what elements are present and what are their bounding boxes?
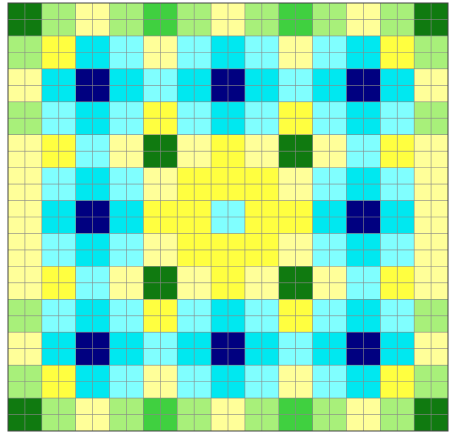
mesh xyxy=(7,2,449,432)
plot-border xyxy=(7,2,449,432)
